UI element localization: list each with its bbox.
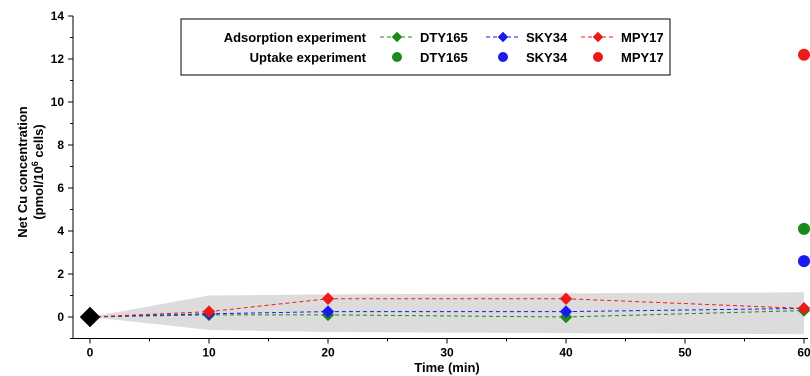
legend-label-adsorption-experiment-sky34: SKY34 (526, 30, 568, 45)
y-axis-title-prefix: (pmol/10 (31, 166, 46, 219)
legend-row-uptake-label: Uptake experiment (250, 50, 367, 65)
x-tick-label-40: 40 (559, 346, 573, 360)
legend-circle-dty165 (392, 52, 402, 62)
y-axis-title-line1: Net Cu concentration (15, 106, 30, 238)
y-axis-title-superscript: 6 (30, 161, 40, 166)
data-marks-layer (79, 48, 810, 328)
legend-diamond-dty165 (391, 31, 403, 43)
y-tick-label-10: 10 (51, 95, 65, 109)
confidence-band (90, 292, 804, 335)
y-axis-title: Net Cu concentration (pmol/106 cells) (15, 106, 46, 238)
adsorption-point-sky34-20 (321, 305, 335, 318)
y-tick-label-12: 12 (51, 52, 65, 66)
y-axis-title-line2: (pmol/106 cells) (30, 124, 46, 219)
y-tick-label-2: 2 (57, 267, 64, 281)
legend: Adsorption experiment Uptake experiment … (180, 18, 671, 76)
y-tick-label-6: 6 (57, 181, 64, 195)
legend-entries: DTY165 SKY34 MPY17 DTY165 SKY34 MPY17 (380, 30, 664, 65)
x-tick-label-50: 50 (678, 346, 692, 360)
legend-circle-sky34 (498, 52, 508, 62)
uptake-point-mpy17-60 (798, 48, 810, 61)
legend-label-adsorption-experiment-dty165: DTY165 (420, 30, 468, 45)
legend-diamond-mpy17 (592, 31, 604, 43)
y-tick-label-14: 14 (51, 9, 65, 23)
y-tick-label-0: 0 (57, 310, 64, 324)
legend-box (180, 18, 671, 76)
x-axis-title: Time (min) (414, 360, 480, 375)
confidence-band-layer (90, 292, 804, 335)
legend-circle-mpy17 (593, 52, 603, 62)
legend-label-uptake-experiment-dty165: DTY165 (420, 50, 468, 65)
legend-label-adsorption-experiment-mpy17: MPY17 (621, 30, 664, 45)
legend-label-uptake-experiment-mpy17: MPY17 (621, 50, 664, 65)
y-tick-label-4: 4 (57, 224, 64, 238)
adsorption-point-mpy17-40 (559, 292, 573, 306)
legend-diamond-sky34 (497, 31, 509, 43)
legend-row-adsorption-label: Adsorption experiment (224, 30, 367, 45)
adsorption-point-mpy17-10 (202, 305, 216, 318)
x-tick-label-30: 30 (440, 346, 454, 360)
x-tick-label-0: 0 (87, 346, 94, 360)
adsorption-point-mpy17-20 (321, 292, 335, 306)
start-point (79, 306, 101, 328)
y-tick-label-8: 8 (57, 138, 64, 152)
adsorption-point-sky34-40 (559, 305, 573, 318)
x-tick-label-20: 20 (321, 346, 335, 360)
uptake-point-dty165-60 (798, 222, 810, 235)
axes-layer: 0 2 4 6 8 10 12 14 0 10 20 30 40 50 60 (51, 9, 810, 360)
uptake-point-sky34-60 (798, 255, 810, 268)
x-tick-label-60: 60 (797, 346, 810, 360)
legend-label-uptake-experiment-sky34: SKY34 (526, 50, 568, 65)
x-tick-label-10: 10 (202, 346, 216, 360)
adsorption-point-mpy17-60 (797, 302, 810, 315)
y-axis-title-suffix: cells) (31, 124, 46, 161)
